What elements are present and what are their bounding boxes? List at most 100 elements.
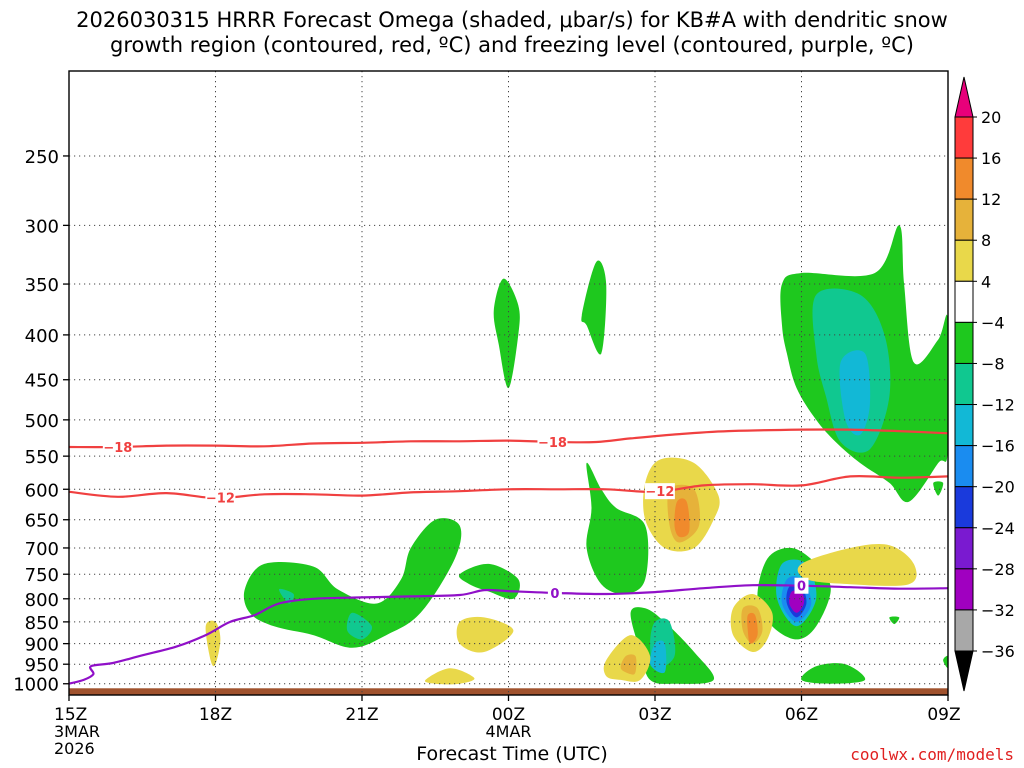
y-tick-label-650: 650 (25, 511, 59, 532)
omega-region-28 (674, 498, 690, 538)
omega-region-9 (243, 518, 462, 648)
omega-region-13 (586, 462, 649, 595)
colorbar-band-4 (954, 280, 974, 323)
colorbar-band-11 (954, 568, 974, 611)
colorbar-label-10: −24 (981, 519, 1015, 538)
colorbar-band-9 (954, 486, 974, 529)
y-tick-label-700: 700 (25, 539, 59, 560)
colorbar-top-arrow (954, 76, 974, 118)
x-tick-label-00Z: 00Z (492, 705, 525, 725)
omega-region-16 (649, 640, 667, 674)
y-tick-label-550: 550 (25, 447, 59, 468)
contour-label-bg-0-1 (537, 433, 568, 450)
chart-title-line1: 2026030315 HRRR Forecast Omega (shaded, … (76, 8, 948, 32)
x-tick-sublabel-15Z-0: 3MAR (54, 722, 100, 741)
contour-label-2-0: 0 (550, 587, 559, 602)
colorbar-label-2: 12 (981, 190, 1001, 209)
contour-label-bg-2-0 (547, 584, 562, 601)
omega-region-2 (628, 205, 668, 416)
contour-label-1-1: −12 (645, 485, 674, 500)
chart-title-line2: growth region (contoured, red, ºC) and f… (110, 33, 914, 57)
x-tick-label-06Z: 06Z (785, 705, 818, 725)
y-tick-label-250: 250 (25, 147, 59, 168)
omega-region-35 (205, 620, 221, 667)
colorbar-band-10 (954, 527, 974, 570)
x-tick-sublabel-15Z-1: 2026 (54, 739, 95, 758)
omega-region-8 (839, 350, 871, 436)
colorbar-band-8 (954, 445, 974, 488)
contour-label-bg-1-0 (205, 489, 236, 506)
colorbar-band-5 (954, 321, 974, 364)
omega-region-22 (801, 663, 866, 684)
contour-label-1-0: −12 (206, 492, 235, 507)
omega-region-33 (620, 654, 637, 675)
omega-region-37 (424, 668, 475, 685)
omega-region-24 (933, 481, 944, 496)
contour-label-bg-1-1 (644, 483, 675, 500)
contour-2 (68, 583, 949, 685)
colorbar-label-9: −20 (981, 478, 1015, 497)
omega-region-11 (346, 612, 373, 640)
colorbar-band-7 (954, 404, 974, 447)
omega-region-4 (493, 278, 520, 389)
contour-0 (68, 428, 949, 449)
colorbar-label-8: −16 (981, 437, 1015, 456)
colorbar: 20 16 12 8 4 −4 −8 −12 −16 −20 −24 −28 −32 −36 (954, 76, 1015, 692)
colorbar-label-7: −12 (981, 396, 1015, 415)
y-tick-label-300: 300 (25, 216, 59, 237)
omega-region-3 (943, 71, 948, 142)
y-tick-label-400: 400 (25, 326, 59, 347)
contour-label-bg-2-1 (794, 577, 809, 594)
colorbar-band-1 (954, 157, 974, 200)
y-tick-label-1000: 1000 (13, 675, 59, 696)
omega-region-38 (654, 475, 660, 483)
axes: 2503003504004505005506006507007508008509… (13, 70, 961, 758)
x-tick-label-21Z: 21Z (345, 705, 378, 725)
y-tick-label-750: 750 (25, 565, 59, 586)
colorbar-band-12 (954, 609, 974, 652)
x-axis-label: Forecast Time (UTC) (416, 743, 608, 765)
omega-region-25 (943, 655, 948, 669)
x-tick-label-18Z: 18Z (199, 705, 232, 725)
colorbar-label-11: −28 (981, 560, 1015, 579)
x-tick-sublabel-00Z-0: 4MAR (485, 722, 531, 741)
colorbar-band-2 (954, 198, 974, 241)
y-tick-label-950: 950 (25, 655, 59, 676)
x-tick-label-03Z: 03Z (638, 705, 671, 725)
colorbar-label-6: −8 (981, 354, 1005, 373)
y-tick-label-800: 800 (25, 590, 59, 611)
colorbar-band-3 (954, 239, 974, 282)
y-tick-label-600: 600 (25, 480, 59, 501)
omega-region-1 (166, 257, 240, 373)
omega-regions (166, 71, 948, 685)
colorbar-label-5: −4 (981, 313, 1005, 332)
colorbar-label-4: 4 (981, 272, 991, 291)
omega-region-23 (889, 616, 900, 625)
y-tick-label-900: 900 (25, 635, 59, 656)
omega-region-10 (278, 588, 295, 604)
contour-label-2-1: 0 (797, 580, 806, 595)
colorbar-band-0 (954, 116, 974, 159)
colorbar-label-0: 20 (981, 108, 1001, 127)
y-tick-label-350: 350 (25, 275, 59, 296)
omega-region-21 (789, 590, 805, 613)
colorbar-label-3: 8 (981, 231, 991, 250)
colorbar-label-12: −32 (981, 601, 1015, 620)
y-tick-label-850: 850 (25, 613, 59, 634)
omega-region-5 (581, 260, 607, 355)
omega-region-34 (797, 544, 917, 586)
colorbar-label-1: 16 (981, 149, 1001, 168)
colorbar-label-13: −36 (981, 642, 1015, 661)
y-tick-label-500: 500 (25, 411, 59, 432)
colorbar-bottom-arrow (954, 650, 974, 692)
contour-label-0-0: −18 (103, 441, 132, 456)
omega-region-0 (351, 71, 373, 226)
contour-label-bg-0-0 (102, 439, 133, 456)
x-tick-label-09Z: 09Z (927, 705, 960, 725)
contour-lines: −18 −18 −12 −12 0 0 (68, 428, 949, 685)
credit-link[interactable]: coolwx.com/models (850, 745, 1014, 764)
y-tick-label-450: 450 (25, 371, 59, 392)
x-tick-label-15Z: 15Z (54, 705, 87, 725)
contour-label-0-1: −18 (538, 436, 567, 451)
